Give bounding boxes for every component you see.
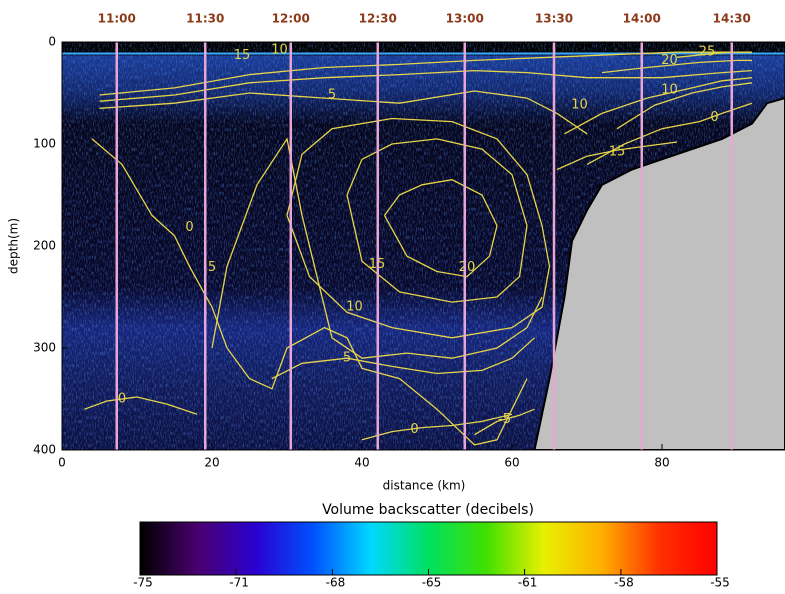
x-tick-label: 60 (504, 456, 519, 470)
contour-label: 5 (208, 260, 216, 275)
time-label: 11:30 (186, 12, 224, 26)
time-label: 11:00 (98, 12, 136, 26)
colorbar (140, 522, 717, 575)
time-label: 13:30 (535, 12, 573, 26)
colorbar-tick-label: -61 (518, 576, 538, 590)
time-label: 14:30 (713, 12, 751, 26)
colorbar-tick-label: -58 (614, 576, 634, 590)
y-tick-label: 400 (33, 443, 56, 457)
y-tick-label: 100 (33, 137, 56, 151)
colorbar-tick-label: -65 (422, 576, 442, 590)
y-tick-label: 200 (33, 239, 56, 253)
contour-label: 20 (459, 260, 476, 275)
time-label: 12:30 (359, 12, 397, 26)
time-label: 12:00 (272, 12, 310, 26)
colorbar-tick-label: -71 (229, 576, 249, 590)
contour-label: 15 (609, 145, 626, 160)
colorbar-label: Volume backscatter (decibels) (322, 502, 534, 518)
contour-label: -5 (498, 412, 511, 427)
contour-label: 5 (328, 88, 336, 103)
contour-label: 15 (234, 48, 251, 63)
time-label: 14:00 (623, 12, 661, 26)
y-tick-label: 300 (33, 341, 56, 355)
x-tick-label: 40 (354, 456, 369, 470)
contour-label: 0 (710, 110, 718, 125)
colorbar-tick-label: -75 (133, 576, 153, 590)
time-label: 13:00 (446, 12, 484, 26)
contour-label: 25 (699, 45, 716, 60)
contour-label: 10 (271, 43, 288, 58)
contour-label: 0 (410, 422, 418, 437)
x-axis-label: distance (km) (383, 479, 466, 493)
y-axis-label: depth(m) (7, 218, 21, 274)
contour-label: 0 (118, 392, 126, 407)
x-tick-label: 0 (58, 456, 66, 470)
contour-label: 0 (185, 220, 193, 235)
contour-label: 10 (661, 82, 678, 97)
colorbar-tick-label: -55 (710, 576, 730, 590)
contour-label: 20 (661, 53, 678, 68)
contour-label: 5 (343, 351, 351, 366)
contour-label: 10 (571, 98, 588, 113)
contour-label: 10 (346, 300, 363, 315)
y-tick-label: 0 (48, 35, 56, 49)
x-tick-label: 80 (654, 456, 669, 470)
colorbar-tick-label: -68 (326, 576, 346, 590)
x-tick-label: 20 (204, 456, 219, 470)
